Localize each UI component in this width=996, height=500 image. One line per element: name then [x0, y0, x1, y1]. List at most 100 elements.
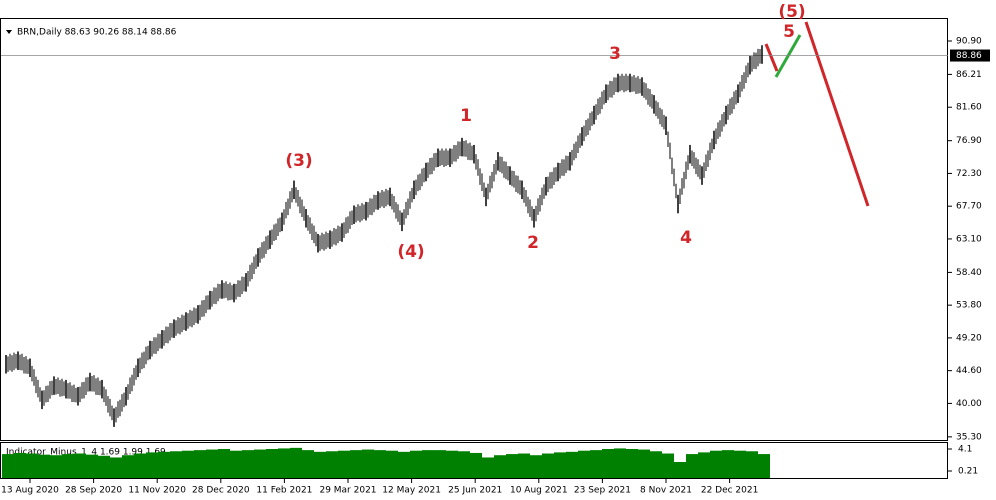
indicator-bar	[554, 452, 566, 478]
indicator-bar	[650, 451, 662, 478]
y-tick-label: 53.80	[956, 301, 982, 311]
indicator-bar	[674, 461, 686, 478]
menu-arrow[interactable]	[6, 30, 12, 34]
wave-line	[774, 34, 802, 78]
y-tick-label: 35.30	[956, 432, 982, 442]
indicator-bar	[350, 450, 362, 478]
indicator-bar	[422, 450, 434, 478]
indicator-bar	[158, 451, 170, 478]
y-tick-label: 58.40	[956, 268, 982, 278]
indicator-bar	[302, 450, 314, 478]
indicator-bar	[590, 450, 602, 478]
x-tick-label: 22 Dec 2021	[701, 486, 759, 496]
indicator-bar	[266, 448, 278, 478]
indicator-header: Indicator_Minus_1_4 1.69 1.99 1.69	[6, 448, 166, 458]
indicator-bar	[518, 453, 530, 478]
indicator-bar	[542, 453, 554, 478]
y-tick-label: 49.20	[956, 333, 982, 343]
x-tick-label: 10 Aug 2021	[510, 486, 568, 496]
indicator-bar	[38, 454, 50, 478]
indicator-bar	[698, 452, 710, 478]
y-tick-label: 44.60	[956, 366, 982, 376]
indicator-bar	[194, 450, 206, 478]
wave-label: 5	[783, 22, 795, 42]
indicator-bar	[206, 449, 218, 478]
indicator-bar	[758, 454, 770, 478]
indicator-bar	[470, 452, 482, 478]
indicator-bar	[578, 450, 590, 478]
indicator-bar	[146, 452, 158, 478]
indicator-bar	[338, 450, 350, 478]
y-tick-label: 40.00	[956, 399, 982, 409]
indicator-bar	[614, 448, 626, 478]
x-tick-label: 28 Sep 2020	[65, 486, 122, 496]
x-tick-label: 28 Dec 2020	[192, 486, 250, 496]
indicator-bar	[218, 448, 230, 478]
y-tick-label: 67.70	[956, 202, 982, 212]
wave-label: (4)	[397, 242, 424, 262]
indicator-bar	[746, 451, 758, 478]
indicator-bar	[362, 449, 374, 478]
wave-label: 4	[680, 228, 692, 248]
y-tick-label: 90.90	[956, 37, 982, 47]
indicator-tick-label: 4.1	[958, 444, 972, 454]
indicator-bar	[482, 457, 494, 478]
indicator-bar	[734, 450, 746, 478]
indicator-bar	[182, 450, 194, 478]
indicator-bar	[662, 453, 674, 478]
indicator-bar	[74, 453, 86, 478]
indicator-bar	[170, 451, 182, 478]
indicator-bar	[26, 453, 38, 478]
indicator-bar	[134, 453, 146, 478]
wave-label: (5)	[778, 2, 805, 22]
x-tick-label: 13 Aug 2020	[1, 486, 59, 496]
x-tick-label: 29 Mar 2021	[319, 486, 376, 496]
indicator-bar	[326, 451, 338, 478]
last-price-box	[950, 49, 990, 62]
indicator-bar	[50, 455, 62, 478]
indicator-bar	[434, 450, 446, 478]
indicator-bar	[530, 455, 542, 478]
indicator-bar	[314, 451, 326, 478]
symbol-header: BRN,Daily 88.63 90.26 88.14 88.86	[17, 28, 177, 38]
wave-label: (3)	[285, 151, 312, 171]
x-tick-label: 25 Jun 2021	[448, 486, 502, 496]
indicator-bar	[110, 457, 122, 478]
indicator-bar	[254, 449, 266, 478]
y-tick-label: 72.30	[956, 169, 982, 179]
indicator-bar	[230, 450, 242, 478]
indicator-bar	[290, 447, 302, 478]
x-tick-label: 11 Feb 2021	[256, 486, 312, 496]
indicator-bar	[62, 454, 74, 478]
last-price-label: 88.86	[956, 51, 982, 61]
indicator-bar	[626, 448, 638, 478]
x-tick-label: 23 Sep 2021	[574, 486, 631, 496]
indicator-bar	[86, 454, 98, 478]
indicator-bar	[506, 454, 518, 478]
indicator-bar	[566, 451, 578, 478]
indicator-bar	[14, 452, 26, 478]
x-tick-label: 12 May 2021	[382, 486, 441, 496]
wave-line	[804, 21, 870, 207]
main-panel	[0, 18, 948, 441]
indicator-bar	[386, 450, 398, 478]
indicator-bar	[242, 450, 254, 478]
y-tick-label: 76.90	[956, 136, 982, 146]
indicator-bar	[710, 450, 722, 478]
indicator-bar	[2, 454, 14, 478]
indicator-bar	[638, 449, 650, 478]
indicator-bar	[602, 448, 614, 478]
y-tick-label: 81.60	[956, 103, 982, 113]
indicator-bar	[446, 450, 458, 478]
indicator-bar	[686, 454, 698, 478]
wave-label: 1	[460, 106, 472, 126]
indicator-bar	[722, 450, 734, 478]
indicator-bar	[494, 455, 506, 478]
indicator-bar	[122, 455, 134, 478]
indicator-bar	[398, 451, 410, 478]
y-tick-label: 86.21	[956, 70, 982, 80]
indicator-bar	[410, 450, 422, 478]
wave-label: 3	[609, 44, 621, 64]
indicator-tick-label: 0.21	[958, 466, 978, 476]
